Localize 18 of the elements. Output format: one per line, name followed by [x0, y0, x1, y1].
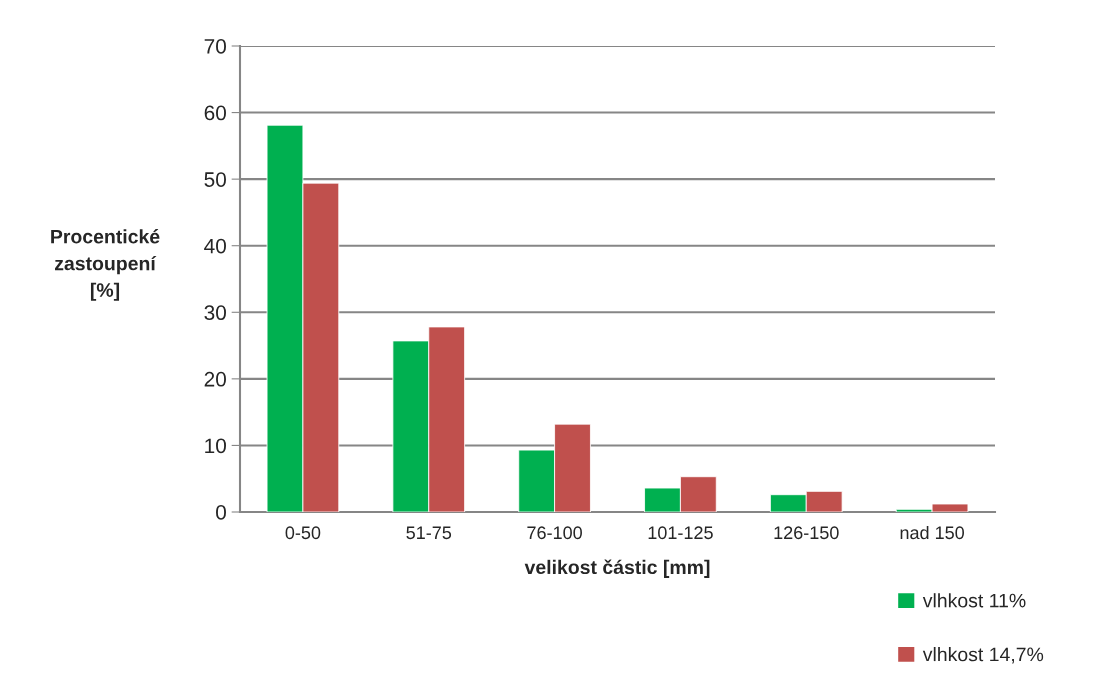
y-tick-label: 70 [204, 39, 226, 54]
x-tick-label: nad 150 [900, 525, 965, 540]
x-tick-label: 76-100 [527, 526, 582, 540]
y-tick-label: 30 [204, 305, 226, 321]
y-tick-label: 10 [205, 438, 226, 454]
x-tick-label: 0-50 [285, 526, 321, 540]
x-tick-label: 51-75 [406, 526, 452, 540]
legend-label: vlhkost 11% [922, 593, 1026, 608]
x-tick-label: 101-125 [648, 526, 713, 540]
y-axis-title: Procentické zastoupení [%] [51, 229, 160, 301]
x-axis-title: velikost částic [mm] [524, 559, 710, 578]
y-tick-label: 50 [204, 172, 226, 187]
y-tick-label: 40 [204, 238, 226, 254]
legend-label: vlhkost 14,7% [922, 647, 1044, 664]
y-tick-label: 60 [204, 105, 226, 121]
y-tick-label: 20 [204, 371, 226, 387]
x-tick-label: 126-150 [774, 526, 839, 540]
y-tick-label: 0 [216, 505, 226, 520]
